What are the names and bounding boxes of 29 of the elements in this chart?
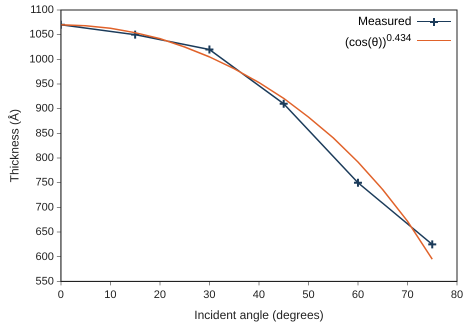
x-tick-label: 50 <box>302 289 315 302</box>
y-tick-label: 650 <box>36 226 54 238</box>
x-tick-label: 80 <box>450 289 464 302</box>
point <box>352 178 363 188</box>
x-tick-label: 10 <box>104 289 117 302</box>
point <box>204 44 214 54</box>
point <box>278 98 289 109</box>
x-tick-label: 30 <box>203 289 216 302</box>
y-tick-label: 750 <box>36 176 54 189</box>
x-tick-label: 0 <box>58 289 64 302</box>
x-tick-label: 70 <box>401 289 414 302</box>
y-tick-label: 800 <box>36 152 54 164</box>
y-tick-label: 900 <box>36 102 54 115</box>
x-axis-title: Incident angle (degrees) <box>194 308 324 322</box>
x-tick-label: 40 <box>252 289 266 302</box>
point <box>130 30 140 40</box>
y-tick-label: 550 <box>36 275 54 288</box>
y-tick-label: 1000 <box>29 53 54 66</box>
y-tick-label: 1050 <box>29 28 54 41</box>
y-tick-label: 600 <box>36 250 54 263</box>
legend-label: (cos(θ))$^{0.434}$ <box>345 32 412 51</box>
y-tick-label: 850 <box>36 127 54 140</box>
x-tick-label: 60 <box>352 289 364 302</box>
y-tick-label: 1100 <box>30 4 54 16</box>
legend-label: Measured <box>358 13 412 30</box>
y-tick-label: 950 <box>36 78 54 90</box>
y-tick-label: 700 <box>36 201 54 214</box>
x-tick-label: 20 <box>154 289 166 302</box>
y-axis-title: Thickness (Å) <box>8 109 22 182</box>
